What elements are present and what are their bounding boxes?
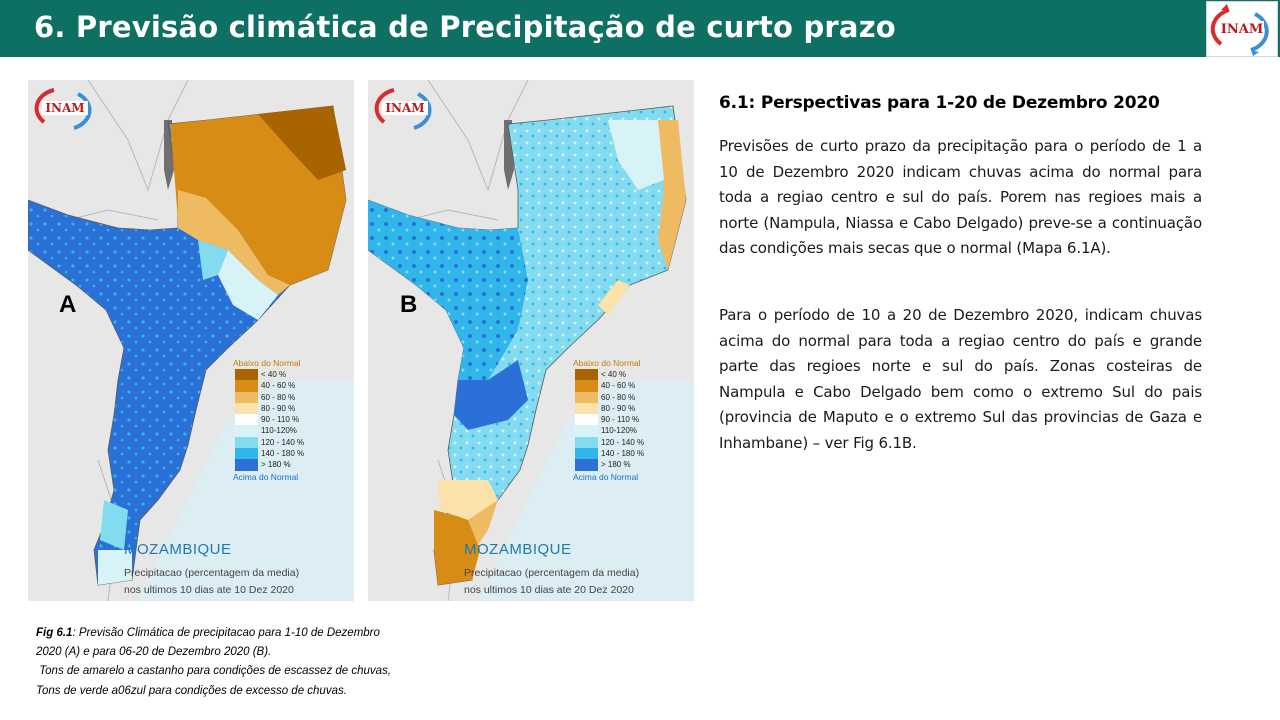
legend-item: 60 - 80 % xyxy=(573,391,688,403)
figure-caption: Fig 6.1: Previsão Climática de precipita… xyxy=(36,624,491,701)
svg-text:INAM: INAM xyxy=(45,101,84,115)
svg-text:INAM: INAM xyxy=(1221,22,1263,37)
map-b-legend: Abaixo do Normal < 40 % 40 - 60 % 60 - 8… xyxy=(573,357,688,483)
legend-below-normal-title: Abaixo do Normal xyxy=(233,358,301,368)
legend-item: 140 - 180 % xyxy=(573,448,688,460)
map-b-country-label: MOZAMBIQUE xyxy=(464,541,572,558)
legend-item: 110-120% xyxy=(233,425,348,437)
map-a-caption-line1: Precipitacao (percentagem da media) xyxy=(124,567,300,579)
paragraph-2: Para o período de 10 a 20 de Dezembro 20… xyxy=(719,306,1202,452)
legend-item: < 40 % xyxy=(233,369,348,381)
legend-above-normal-title: Acima do Normal xyxy=(573,471,639,482)
legend-item: 40 - 60 % xyxy=(573,380,688,392)
map-b-caption-line2: nos ultimos 10 dias ate 20 Dez 2020 xyxy=(464,584,634,596)
map-a-country-label: MOZAMBIQUE xyxy=(124,541,232,558)
legend-item: 110-120% xyxy=(573,425,688,437)
caption-line-1: Fig 6.1: Previsão Climática de precipita… xyxy=(36,627,380,639)
legend-item: 60 - 80 % xyxy=(233,391,348,403)
legend-above-normal-title: Acima do Normal xyxy=(233,471,299,482)
map-b-graphic xyxy=(368,80,694,601)
legend-item: 120 - 140 % xyxy=(573,436,688,449)
title-bar: 6. Previsão climática de Precipitação de… xyxy=(0,0,1280,57)
legend-item: > 180 % xyxy=(233,459,348,471)
legend-item: 140 - 180 % xyxy=(233,448,348,460)
map-b-caption-line1: Precipitacao (percentagem da media) xyxy=(464,567,640,579)
legend-item: 40 - 60 % xyxy=(233,380,348,392)
legend-item: < 40 % xyxy=(573,369,688,381)
precipitation-map-a: INAM A Abaixo do Normal < 40 % 40 - 60 %… xyxy=(28,80,354,601)
section-heading: 6.1: Perspectivas para 1-20 de Dezembro … xyxy=(719,93,1160,113)
svg-text:INAM: INAM xyxy=(385,101,424,115)
page-title: 6. Previsão climática de Precipitação de… xyxy=(34,10,896,44)
legend-below-normal-title: Abaixo do Normal xyxy=(573,358,641,368)
map-a-letter: A xyxy=(59,291,77,318)
map-a-legend: Abaixo do Normal < 40 % 40 - 60 % 60 - 8… xyxy=(233,357,348,483)
caption-line-2: 2020 (A) e para 06-20 de Dezembro 2020 (… xyxy=(36,646,272,659)
map-b-letter: B xyxy=(400,291,418,318)
legend-item: > 180 % xyxy=(573,459,688,471)
figure-label: Fig 6.1 xyxy=(36,627,73,639)
caption-line-4: Tons de verde a06zul para condições de e… xyxy=(36,684,347,697)
precipitation-map-b: INAM B Abaixo do Normal < 40 % 40 - 60 %… xyxy=(368,80,694,601)
caption-line-3: Tons de amarelo a castanho para condiçõe… xyxy=(36,665,392,678)
legend-item: 90 - 110 % xyxy=(573,414,688,426)
legend-item: 120 - 140 % xyxy=(233,436,348,449)
legend-item: 80 - 90 % xyxy=(573,402,688,415)
legend-item: 90 - 110 % xyxy=(233,414,348,426)
map-a-graphic xyxy=(28,80,354,601)
inam-logo: INAM xyxy=(1206,1,1278,57)
map-a-inam-logo: INAM xyxy=(32,82,100,134)
map-b-inam-logo: INAM xyxy=(372,82,440,134)
legend-item: 80 - 90 % xyxy=(233,402,348,415)
map-a-caption-line2: nos ultimos 10 dias ate 10 Dez 2020 xyxy=(124,584,294,596)
paragraph-1: Previsões de curto prazo da precipitação… xyxy=(719,137,1202,257)
